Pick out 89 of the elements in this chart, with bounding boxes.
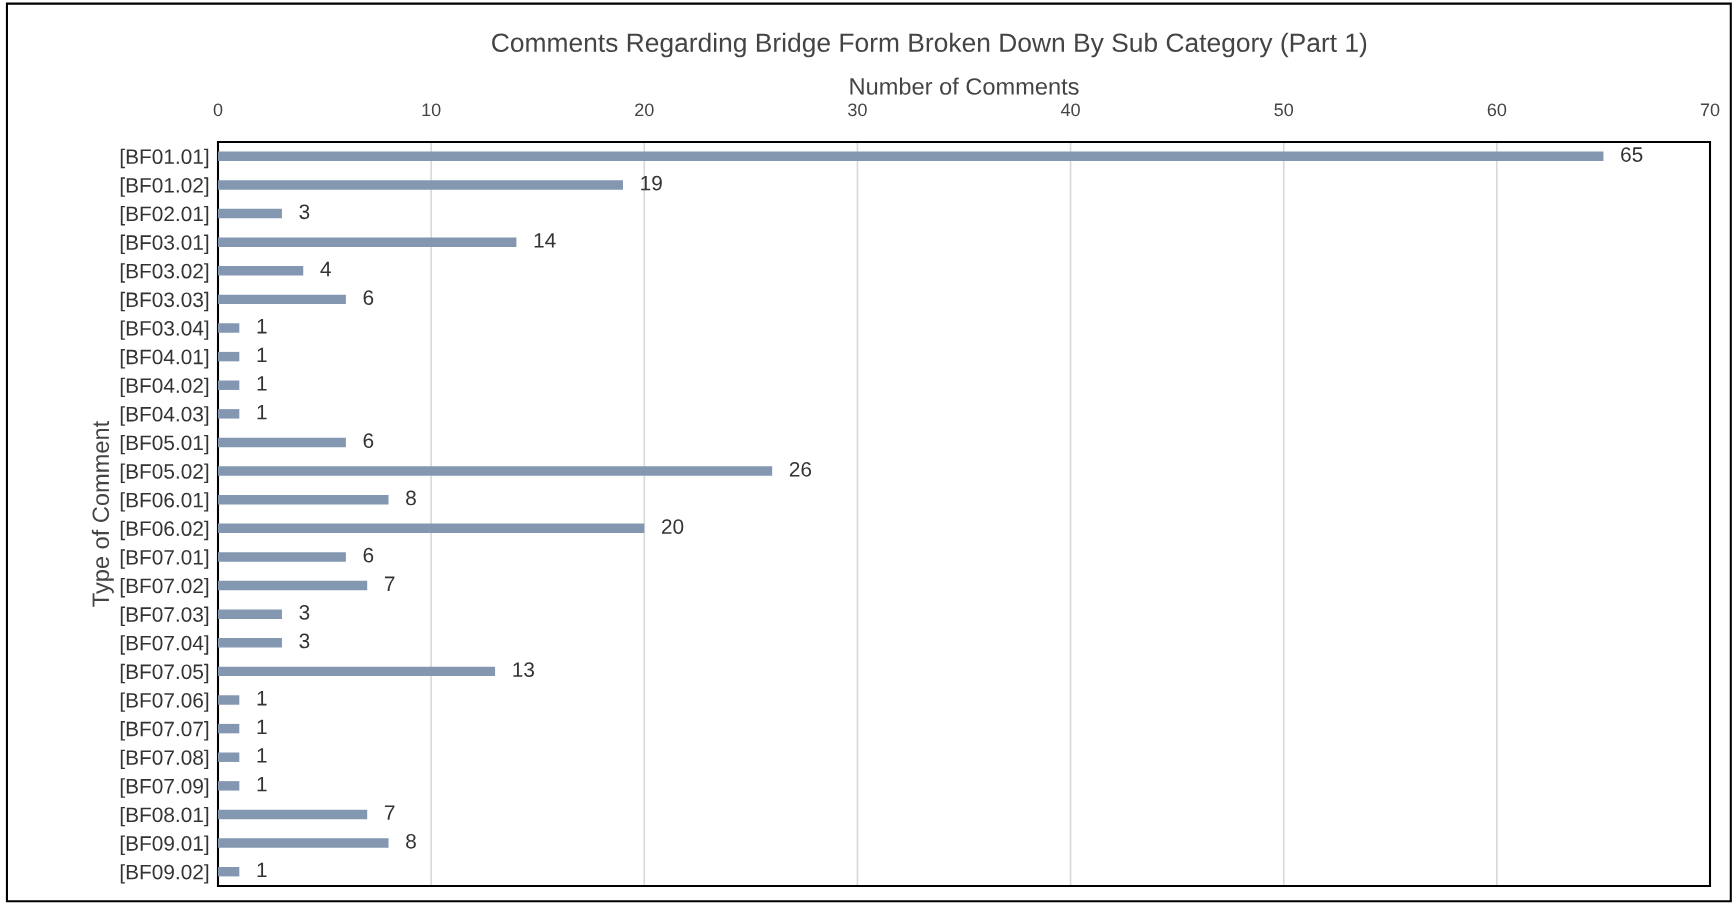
bar [218, 638, 282, 648]
x-tick-label: 10 [422, 103, 441, 117]
y-tick-label: [BF07.05] [120, 663, 209, 684]
data-label: 6 [363, 433, 374, 449]
y-tick-label: [BF04.02] [120, 377, 209, 398]
bar [218, 523, 645, 534]
data-label: 1 [257, 719, 267, 734]
bar [218, 380, 240, 390]
x-tick-label: 50 [1274, 103, 1294, 117]
y-tick-label: [BF07.02] [120, 577, 209, 598]
bar [218, 323, 240, 333]
y-tick-label: [BF07.03] [120, 606, 209, 627]
y-tick-label: [BF04.03] [120, 406, 209, 426]
data-label: 1 [257, 319, 267, 334]
y-tick-label: [BF03.01] [120, 234, 209, 255]
y-tick-label: [BF09.02] [120, 864, 209, 884]
y-tick-label: [BF07.07] [120, 721, 209, 741]
bar [218, 351, 240, 362]
data-label: 1 [257, 691, 267, 706]
data-label: 26 [789, 461, 812, 477]
bar [218, 151, 1604, 162]
data-label: 4 [320, 261, 331, 277]
y-tick-label: [BF09.01] [120, 835, 209, 855]
y-tick-label: [BF05.01] [120, 434, 209, 455]
y-tick-label: [BF03.03] [120, 291, 209, 312]
y-tick-label: [BF07.09] [120, 778, 209, 798]
bar [218, 409, 240, 419]
bar [218, 466, 773, 476]
data-label: 6 [363, 290, 374, 305]
x-tick-label: 30 [848, 103, 867, 117]
data-label: 3 [299, 204, 310, 220]
y-tick-label: [BF03.04] [120, 320, 209, 340]
data-label: 20 [662, 519, 684, 534]
data-label: 13 [513, 662, 535, 677]
y-tick-label: [BF06.02] [120, 520, 209, 541]
bar [218, 552, 346, 562]
y-tick-label: [BF08.01] [120, 806, 209, 827]
bar [218, 437, 346, 448]
bar [218, 494, 389, 505]
x-tick-label: 60 [1487, 103, 1507, 117]
chart-title: Comments Regarding Bridge Form Broken Down By Sub Category (Part 1) [492, 32, 1367, 58]
bar [218, 809, 368, 820]
bar [218, 266, 304, 276]
y-tick-label: [BF06.01] [120, 492, 209, 512]
data-label: 1 [257, 376, 267, 391]
bar [218, 294, 346, 305]
bar [218, 609, 282, 619]
x-tick-label: 70 [1700, 103, 1720, 117]
bar [218, 180, 623, 190]
bar [218, 781, 240, 791]
y-tick-label: [BF03.02] [120, 263, 209, 283]
data-label: 3 [299, 604, 310, 620]
data-label: 1 [257, 347, 267, 362]
bar [218, 208, 282, 219]
y-tick-label: [BF05.02] [120, 463, 209, 483]
data-label: 1 [257, 404, 267, 420]
bar [218, 723, 240, 734]
data-label: 6 [363, 547, 374, 563]
y-axis-title: Type of Comment [91, 420, 114, 607]
y-tick-label: [BF07.04] [120, 635, 209, 655]
data-label: 7 [384, 576, 395, 591]
y-tick-label: [BF01.01] [120, 148, 209, 169]
bar [218, 752, 240, 762]
data-label: 8 [406, 490, 416, 506]
y-tick-label: [BF02.01] [120, 205, 209, 226]
bar [218, 237, 517, 247]
data-label: 14 [534, 233, 556, 248]
bar [218, 666, 496, 677]
x-tick-label: 0 [213, 103, 223, 117]
data-label: 1 [257, 862, 267, 878]
data-label: 7 [384, 805, 395, 820]
y-tick-label: [BF07.06] [120, 692, 209, 712]
y-tick-label: [BF04.01] [120, 349, 209, 369]
bar [218, 695, 240, 705]
bar [218, 866, 240, 877]
data-label: 8 [406, 833, 416, 849]
data-label: 65 [1621, 147, 1643, 162]
data-label: 19 [641, 175, 662, 191]
data-label: 1 [257, 776, 267, 792]
bar [218, 580, 368, 591]
y-tick-label: [BF07.08] [120, 749, 209, 770]
x-tick-label: 20 [635, 103, 654, 117]
y-tick-label: [BF01.02] [120, 177, 209, 197]
x-tick-label: 40 [1060, 103, 1080, 117]
data-label: 3 [299, 633, 310, 649]
bar [218, 838, 389, 848]
x-axis-title: Number of Comments [850, 77, 1079, 95]
y-tick-label: [BF07.01] [120, 549, 209, 569]
data-label: 1 [257, 748, 267, 763]
